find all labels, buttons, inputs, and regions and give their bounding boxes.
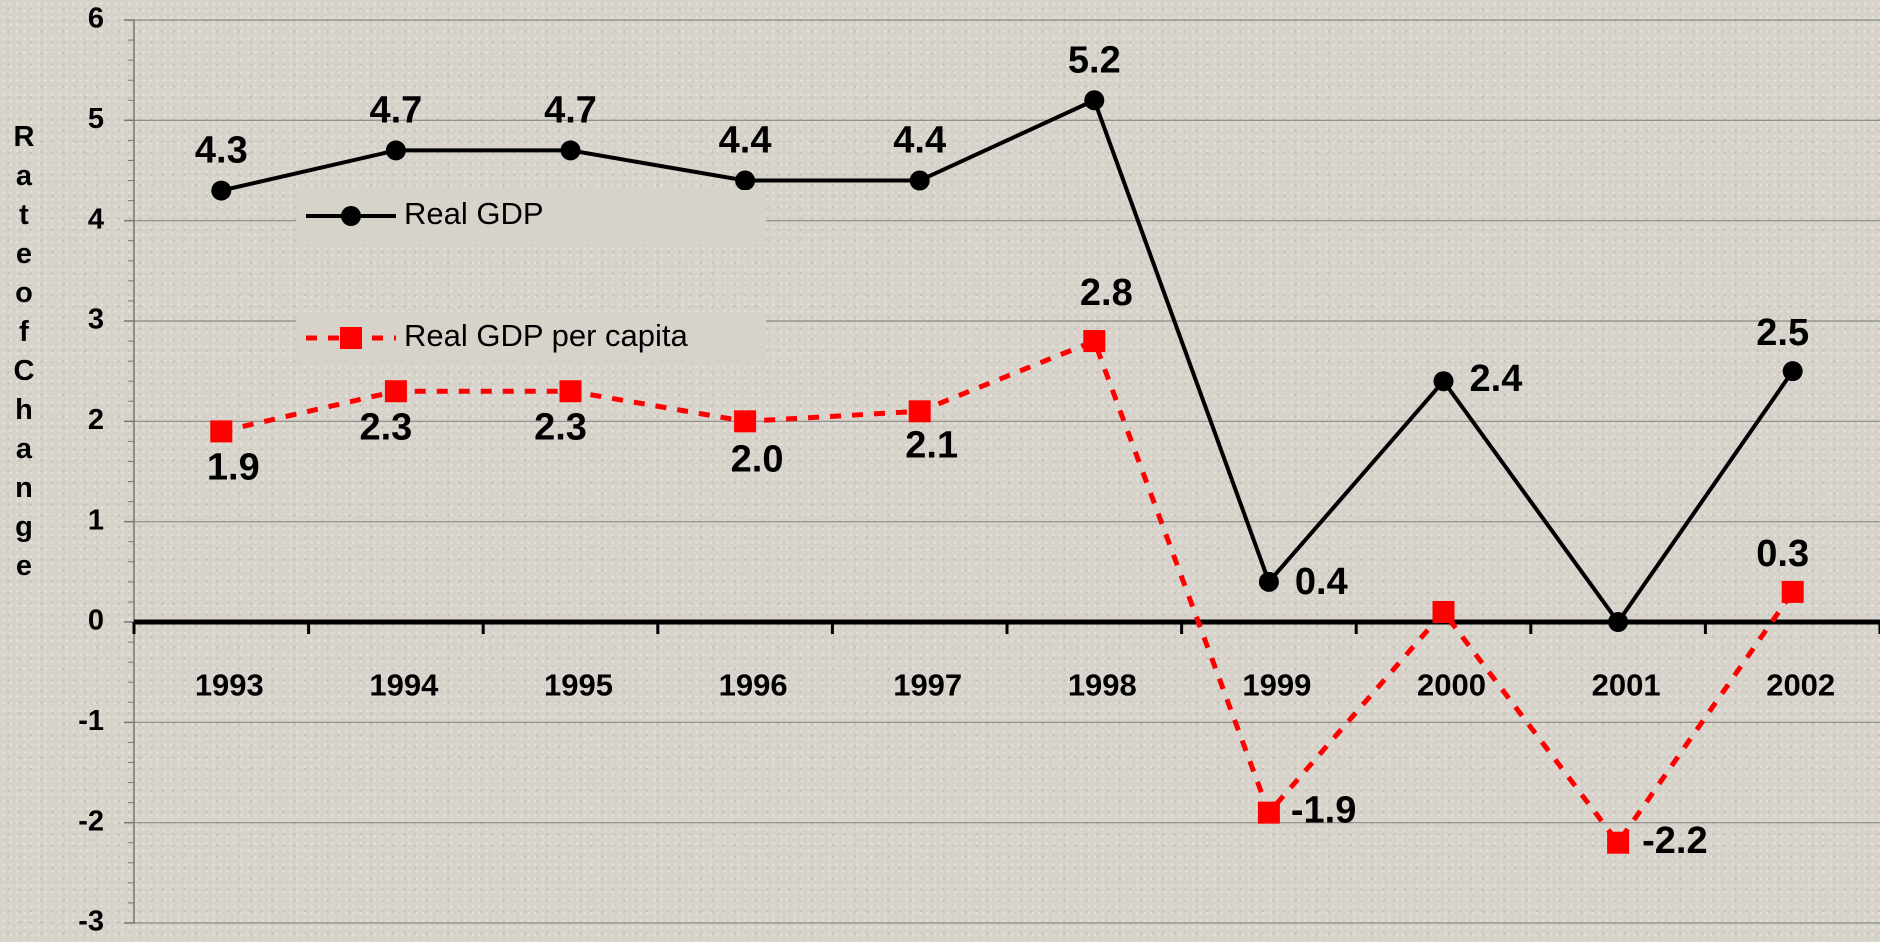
- marker: [1257, 801, 1280, 824]
- marker: [211, 180, 232, 201]
- data-label: 4.7: [369, 89, 422, 131]
- marker: [384, 380, 407, 403]
- y-tick-label: 5: [88, 103, 104, 135]
- marker: [735, 170, 756, 191]
- marker: [559, 380, 582, 403]
- y-tick-label: 6: [88, 3, 104, 35]
- series-line: [220, 97, 1795, 626]
- marker: [1083, 330, 1106, 353]
- legend-marker: [340, 327, 362, 349]
- marker: [1607, 831, 1630, 854]
- data-label: 0.4: [1295, 561, 1348, 603]
- x-tick-label: 2001: [1592, 667, 1661, 702]
- data-label: 2.5: [1756, 312, 1809, 354]
- y-tick-label: -1: [78, 705, 104, 737]
- x-tick-label: 1995: [544, 667, 613, 702]
- marker: [1608, 612, 1629, 632]
- x-tick-label: 1996: [719, 667, 788, 702]
- y-tick-label: 2: [88, 404, 104, 436]
- marker: [1433, 371, 1454, 392]
- x-tick-label: 1997: [893, 667, 962, 702]
- marker: [1782, 361, 1803, 382]
- marker: [908, 400, 931, 423]
- y-axis-label: Rate of Change: [13, 121, 41, 582]
- data-label: 0.3: [1756, 533, 1809, 575]
- marker: [1781, 580, 1804, 603]
- series-line: [220, 337, 1795, 847]
- marker: [1258, 571, 1279, 592]
- data-label: 2.0: [731, 438, 784, 480]
- data-label: 2.8: [1080, 272, 1133, 314]
- x-tick-label: 1994: [369, 667, 439, 702]
- data-label: 4.7: [544, 89, 597, 131]
- data-label: 1.9: [207, 446, 260, 488]
- x-tick-label: 2002: [1766, 667, 1835, 702]
- legend-label: Real GDP per capita: [404, 318, 688, 353]
- legend-marker: [341, 206, 361, 226]
- x-tick-label: 1998: [1068, 667, 1137, 702]
- data-label: 4.4: [893, 120, 946, 162]
- data-label: 4.4: [719, 120, 772, 162]
- y-tick-label: 0: [88, 605, 104, 637]
- marker: [909, 170, 930, 191]
- data-label: 2.3: [359, 406, 412, 448]
- marker: [1084, 90, 1105, 111]
- x-tick-label: 1999: [1242, 667, 1311, 702]
- y-tick-label: 3: [88, 304, 104, 336]
- marker: [1432, 600, 1455, 623]
- data-label: -1.9: [1291, 790, 1356, 832]
- marker: [734, 410, 757, 433]
- data-label: 4.3: [195, 130, 248, 172]
- data-label: 5.2: [1068, 39, 1121, 81]
- marker: [385, 140, 406, 161]
- marker: [210, 420, 233, 443]
- data-label: 2.1: [905, 424, 958, 466]
- y-tick-label: -2: [78, 805, 104, 837]
- y-tick-label: 1: [88, 504, 104, 536]
- y-tick-label: 4: [88, 203, 104, 235]
- legend-label: Real GDP: [404, 196, 544, 231]
- data-label: 2.3: [534, 406, 587, 448]
- x-tick-label: 2000: [1417, 667, 1486, 702]
- data-label: 2.4: [1470, 358, 1523, 400]
- data-label: -2.2: [1642, 820, 1707, 862]
- marker: [560, 140, 581, 161]
- x-tick-label: 1993: [195, 667, 264, 702]
- y-tick-label: -3: [78, 906, 104, 938]
